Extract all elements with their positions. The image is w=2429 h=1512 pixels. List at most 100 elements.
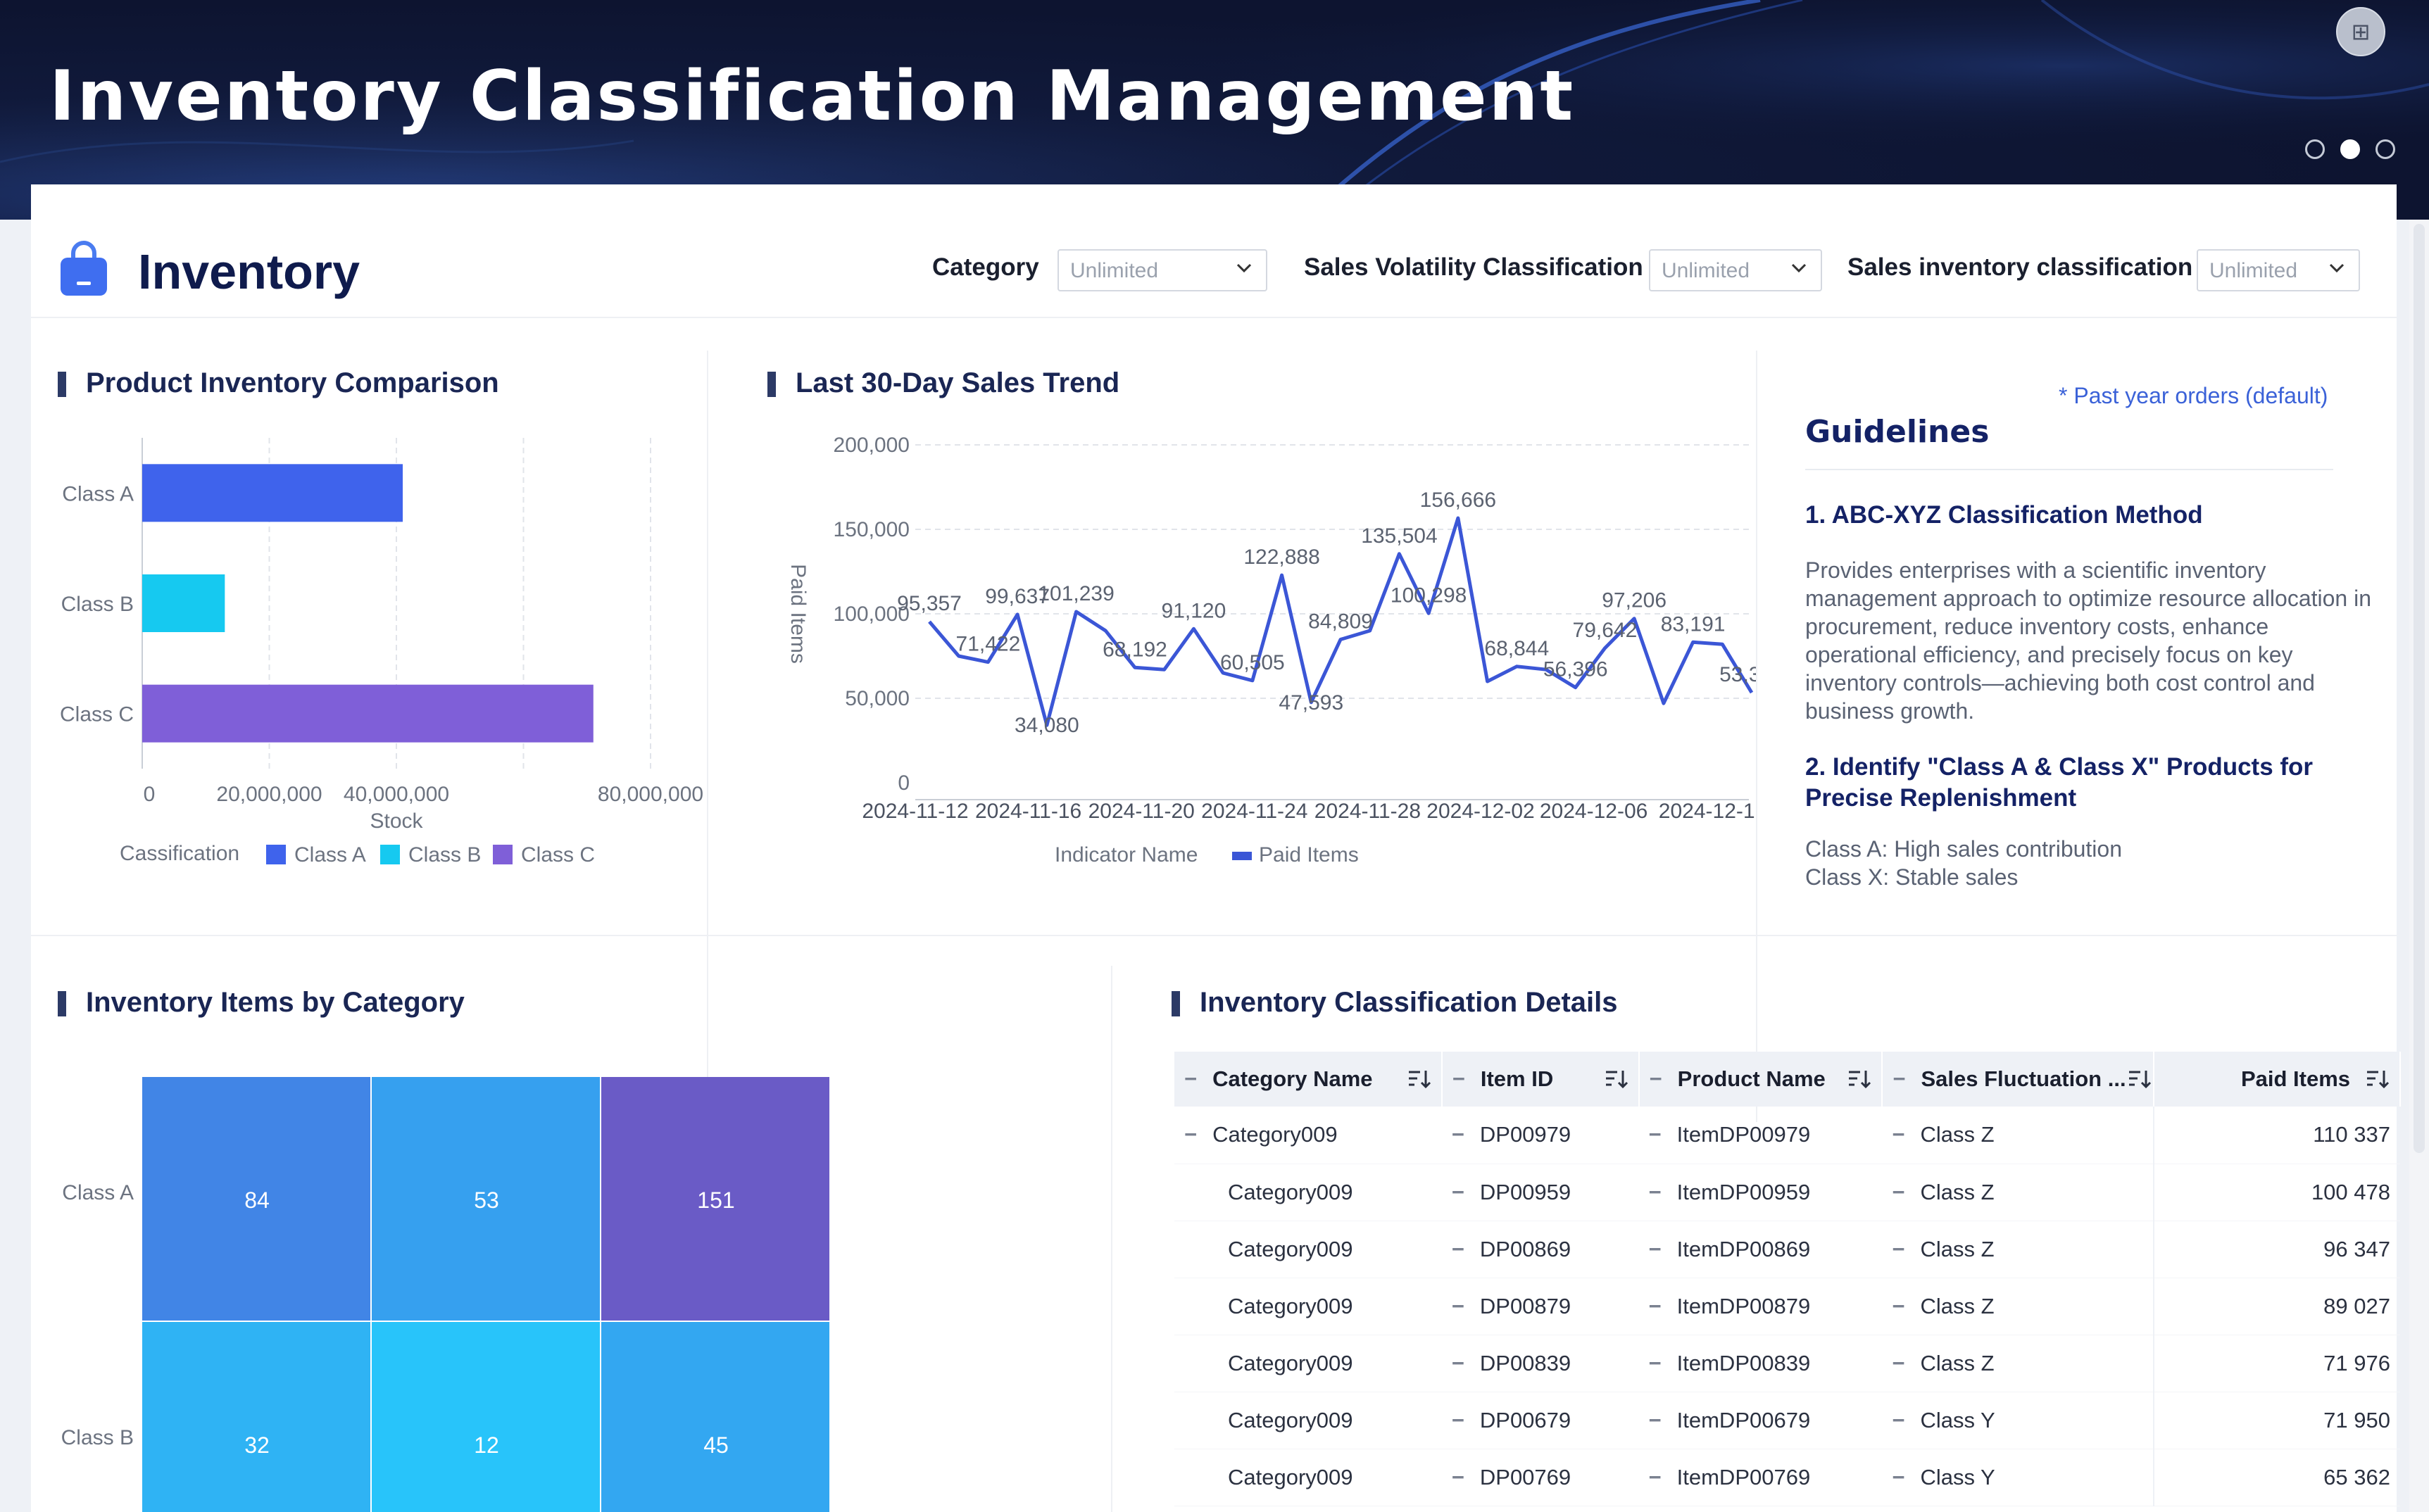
divider (707, 351, 708, 1122)
cell-sales-fluctuation: − Class Z (1882, 1335, 2154, 1392)
fullscreen-button[interactable]: ⊞ (2336, 7, 2385, 56)
cell-paid-items: 89 027 (2153, 1278, 2400, 1335)
collapse-icon[interactable]: − (1648, 1179, 1662, 1204)
collapse-icon[interactable]: − (1184, 1066, 1198, 1091)
filter-label-category: Category (932, 253, 1039, 281)
sort-icon[interactable] (1605, 1069, 1628, 1090)
y-tick-label: 100,000 (834, 603, 910, 626)
cell-paid-items: 96 347 (2153, 1221, 2400, 1278)
divider (1805, 469, 2333, 470)
collapse-icon[interactable]: − (1649, 1066, 1662, 1091)
collapse-icon[interactable]: − (1893, 1066, 1906, 1091)
sort-icon[interactable] (1847, 1069, 1871, 1090)
inventory-by-category-title: Inventory Items by Category (58, 987, 465, 1019)
sales-inventory-select[interactable]: Unlimited (2197, 249, 2360, 291)
heatmap-value: 53 (474, 1187, 499, 1213)
cell-category: − Category009 (1174, 1107, 1442, 1164)
cell-item-id: − DP00879 (1441, 1278, 1639, 1335)
cell-text: Class Z (1920, 1293, 1995, 1318)
x-tick-label: 0 (144, 783, 156, 806)
collapse-icon[interactable]: − (1892, 1236, 1905, 1261)
sort-icon[interactable] (1407, 1069, 1431, 1090)
x-tick-label: 2024-11-16 (975, 800, 1081, 823)
y-tick-label: 0 (898, 771, 910, 795)
y-tick-label: 150,000 (834, 518, 910, 541)
cell-text: 71 976 (2323, 1350, 2390, 1375)
collapse-icon[interactable]: − (1648, 1464, 1662, 1489)
cell-paid-items: 71 950 (2153, 1392, 2400, 1449)
collapse-icon[interactable]: − (1184, 1122, 1198, 1147)
collapse-icon[interactable]: − (1648, 1122, 1662, 1147)
bar-class-c (142, 684, 594, 743)
y-tick-label: Class A (62, 1181, 134, 1204)
sales-volatility-select[interactable]: Unlimited (1649, 249, 1822, 291)
sort-icon[interactable] (2128, 1069, 2152, 1090)
column-label: Product Name (1677, 1066, 1826, 1091)
legend-swatch (493, 845, 513, 864)
cell-text: 110 337 (2313, 1122, 2390, 1147)
data-label: 122,888 (1243, 546, 1319, 569)
pager-dot-3[interactable] (2375, 139, 2395, 159)
collapse-icon[interactable]: − (1892, 1122, 1905, 1147)
data-label: 99,637 (985, 585, 1050, 608)
x-tick-label: 2024-11-28 (1314, 800, 1421, 823)
collapse-icon[interactable]: − (1451, 1236, 1464, 1261)
chevron-down-icon (2329, 263, 2345, 273)
y-tick-label: Class A (62, 482, 134, 505)
collapse-icon[interactable]: − (1648, 1350, 1662, 1375)
header-wave-decoration (0, 0, 2429, 220)
pager-dot-2[interactable] (2340, 139, 2360, 159)
data-label: 79,642 (1573, 619, 1638, 642)
guidelines-class-a-note: Class A: High sales contribution (1805, 836, 2122, 862)
column-header-paid-items[interactable]: Paid Items (2154, 1052, 2401, 1107)
collapse-icon[interactable]: − (1648, 1236, 1662, 1261)
collapse-icon[interactable]: − (1892, 1407, 1905, 1432)
table-row[interactable]: − Category009− DP00979− ItemDP00979− Class Z… (1174, 1107, 2400, 1164)
collapse-icon[interactable]: − (1648, 1407, 1662, 1432)
collapse-icon[interactable]: − (1451, 1464, 1464, 1489)
collapse-icon[interactable]: − (1451, 1350, 1464, 1375)
collapse-icon[interactable]: − (1648, 1293, 1662, 1318)
sort-icon[interactable] (2366, 1069, 2390, 1090)
cell-text: Category009 (1228, 1407, 1353, 1432)
data-label: 156,666 (1420, 489, 1496, 512)
column-header-item-id[interactable]: − Item ID (1441, 1052, 1640, 1107)
sales-trend-chart: 200,000 150,000 100,000 50,000 0 Paid Items 95… (786, 434, 1756, 867)
cell-item-id: − DP00959 (1441, 1164, 1639, 1221)
cell-text: Category009 (1228, 1350, 1353, 1375)
pager-dot-1[interactable] (2305, 139, 2325, 159)
collapse-icon[interactable]: − (1451, 1407, 1464, 1432)
y-axis-title: Paid Items (786, 564, 810, 664)
page-scrollbar-thumb[interactable] (2414, 224, 2425, 1153)
collapse-icon[interactable]: − (1451, 1179, 1464, 1204)
column-header-product-name[interactable]: − Product Name (1638, 1052, 1883, 1107)
x-axis-title: Stock (370, 809, 423, 833)
page-title: Inventory Classification Management (49, 56, 1576, 137)
page-header: Inventory Classification Management ⊞ (0, 0, 2429, 220)
cell-sales-fluctuation: − Class Z (1882, 1278, 2154, 1335)
category-select-value: Unlimited (1070, 259, 1159, 282)
heatmap-cell (142, 1322, 370, 1512)
collapse-icon[interactable]: − (1451, 1293, 1464, 1318)
legend-title: Cassification (120, 842, 239, 865)
column-header-category-name[interactable]: − Category Name (1174, 1052, 1443, 1107)
column-header-sales-fluctuation[interactable]: − Sales Fluctuation ... (1882, 1052, 2155, 1107)
bar-class-a (142, 464, 403, 522)
data-label: 60,505 (1220, 651, 1285, 674)
collapse-icon[interactable]: − (1451, 1122, 1464, 1147)
cell-text: DP00959 (1479, 1179, 1571, 1204)
collapse-icon[interactable]: − (1892, 1179, 1905, 1204)
x-tick-label: 2024-11-24 (1201, 800, 1307, 823)
collapse-icon[interactable]: − (1892, 1350, 1905, 1375)
series-line-paid-items (928, 516, 1754, 727)
collapse-icon[interactable]: − (1892, 1293, 1905, 1318)
collapse-icon[interactable]: − (1452, 1066, 1465, 1091)
category-select[interactable]: Unlimited (1057, 249, 1267, 291)
collapse-icon[interactable]: − (1892, 1464, 1905, 1489)
